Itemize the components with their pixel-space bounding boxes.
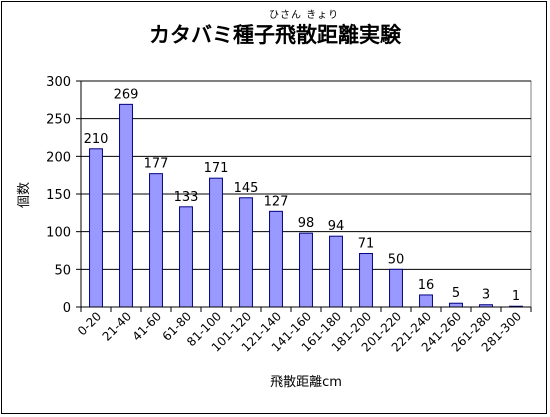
axes — [80, 81, 531, 308]
x-axis-categories: 0-2021-4041-6061-8081-100101-120121-1401… — [75, 307, 532, 355]
bar — [299, 232, 313, 308]
bar — [419, 294, 433, 308]
y-tick-label: 0 — [63, 301, 71, 316]
title-ruby: ひさん きょり — [269, 10, 340, 21]
y-axis-label: 個数 — [17, 182, 32, 208]
x-axis-label: 飛散距離cm — [270, 375, 342, 390]
data-label: 145 — [234, 181, 259, 196]
bar — [149, 173, 163, 308]
bar — [329, 235, 343, 308]
bar — [269, 210, 283, 308]
y-tick-label: 250 — [46, 113, 71, 128]
bar — [359, 253, 373, 308]
bar — [209, 177, 223, 308]
x-tick-label: 21-40 — [100, 309, 135, 344]
data-label: 5 — [452, 286, 460, 301]
chart-title: カタバミ種子飛散距離実験 — [149, 23, 401, 47]
y-axis-ticks: 0 50 100 150 200 250 300 — [46, 75, 81, 316]
y-tick-label: 100 — [46, 226, 71, 241]
bar — [449, 302, 463, 308]
data-label: 133 — [174, 190, 199, 205]
data-label: 71 — [358, 237, 375, 252]
data-label: 50 — [388, 252, 405, 267]
data-labels: 210 269 177 133 171 145 127 98 94 71 50 16 5 3 1 — [84, 87, 521, 304]
x-tick-label: 41-60 — [130, 309, 165, 344]
data-label: 171 — [204, 161, 229, 176]
data-label: 3 — [482, 288, 490, 303]
y-tick-label: 200 — [46, 150, 71, 165]
bar — [239, 197, 253, 308]
bar — [389, 268, 403, 308]
data-label: 210 — [84, 132, 109, 147]
bar — [89, 148, 103, 308]
data-label: 177 — [144, 157, 169, 172]
data-label: 269 — [114, 87, 139, 102]
y-tick-label: 300 — [46, 75, 71, 90]
data-label: 94 — [328, 219, 345, 234]
data-label: 98 — [298, 216, 315, 231]
bar — [119, 103, 133, 308]
bar — [179, 206, 193, 308]
data-label: 16 — [418, 278, 435, 293]
y-tick-label: 50 — [54, 263, 71, 278]
y-tick-label: 150 — [46, 188, 71, 203]
data-label: 127 — [264, 194, 289, 209]
data-label: 1 — [512, 289, 520, 304]
